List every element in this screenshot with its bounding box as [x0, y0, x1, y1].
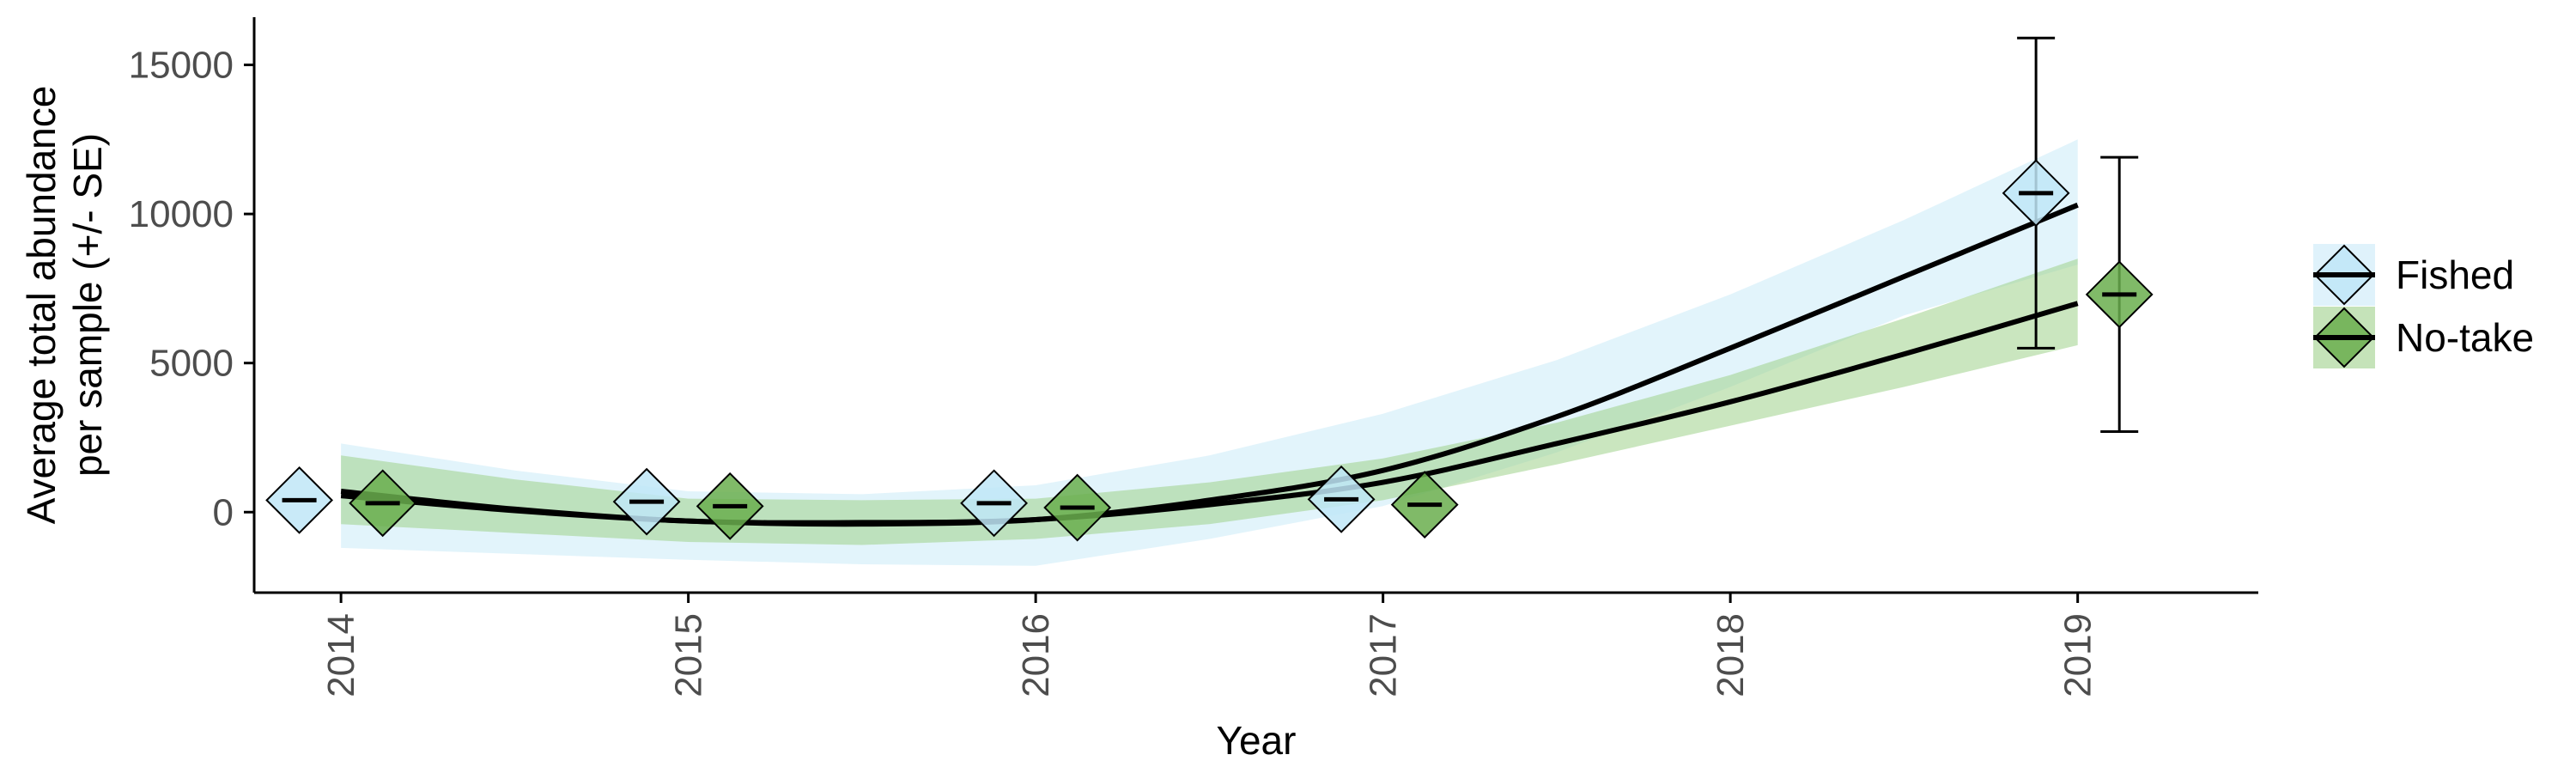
x-tick-label: 2015: [668, 613, 710, 697]
y-tick-label: 15000: [129, 45, 234, 87]
data-points: [265, 159, 2154, 542]
point-no-take-4: [2085, 260, 2154, 329]
x-axis-ticks: 2014 2015 2016 2017 2018 2019: [320, 593, 2099, 697]
point-fished-0: [265, 466, 334, 534]
y-tick-label: 5000: [149, 343, 234, 385]
legend-label-fished: Fished: [2396, 253, 2514, 297]
y-tick-label: 0: [213, 491, 234, 533]
axes: 2014 2015 2016 2017 2018 2019 0 5000 10000 15000: [129, 17, 2258, 697]
x-tick-label: 2018: [1710, 613, 1752, 697]
point-no-take-2: [1043, 473, 1112, 542]
y-tick-label: 10000: [129, 193, 234, 235]
y-axis-title: Average total abundance per sample (+/- …: [19, 86, 110, 525]
y-axis-title-line-2: per sample (+/- SE): [65, 133, 110, 477]
point-no-take-3: [1390, 471, 1459, 539]
legend-item-fished: Fished: [2313, 244, 2514, 306]
point-no-take-0: [349, 469, 417, 538]
point-fished-4: [2002, 159, 2070, 228]
legend: Fished No-take: [2313, 244, 2534, 368]
y-axis-title-line-1: Average total abundance: [19, 86, 64, 525]
x-tick-label: 2017: [1363, 613, 1405, 697]
x-axis-title: Year: [1217, 718, 1297, 763]
point-fished-3: [1307, 465, 1376, 533]
point-no-take-1: [696, 472, 764, 540]
x-tick-label: 2019: [2057, 613, 2099, 697]
y-axis-ticks: 0 5000 10000 15000: [129, 45, 254, 533]
point-fished-1: [612, 467, 681, 536]
point-fished-2: [960, 469, 1029, 538]
x-tick-label: 2016: [1015, 613, 1057, 697]
legend-item-no-take: No-take: [2313, 307, 2534, 368]
x-tick-label: 2014: [320, 613, 362, 697]
legend-label-no-take: No-take: [2396, 315, 2534, 360]
